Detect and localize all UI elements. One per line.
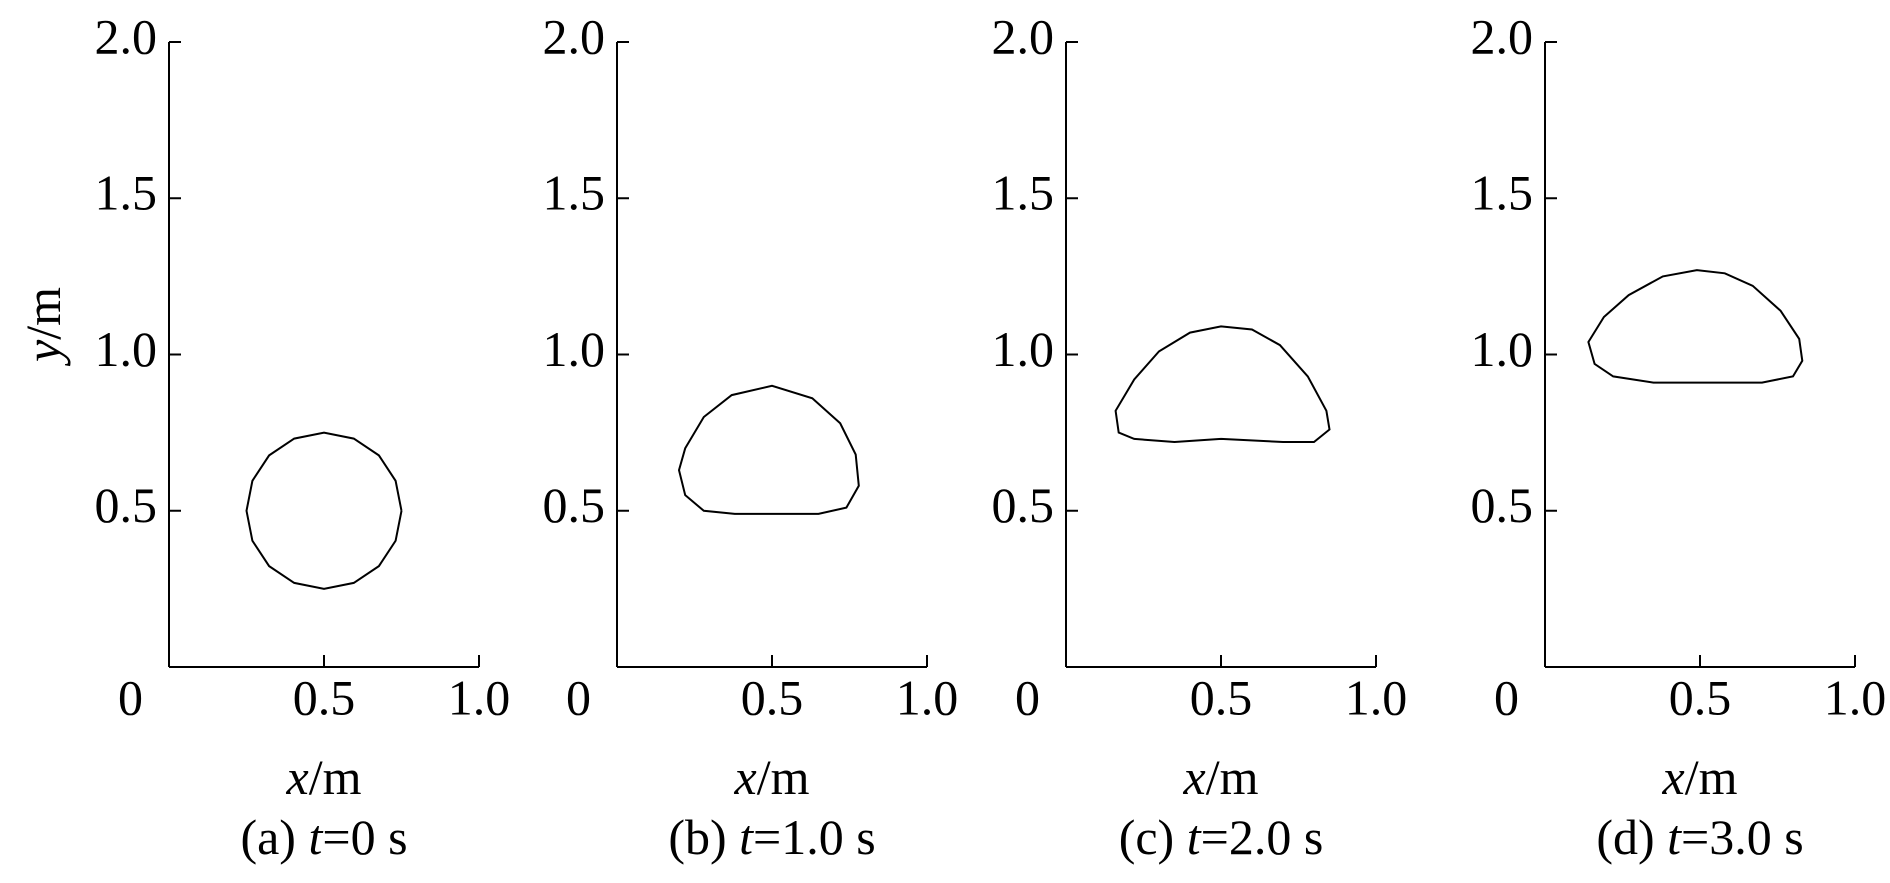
x-tick-label: 0 <box>118 669 143 725</box>
panel-caption: (c) t=2.0 s <box>1119 809 1324 865</box>
y-tick-label: 2.0 <box>95 8 158 64</box>
y-tick-label: 2.0 <box>992 8 1055 64</box>
y-tick-label: 1.0 <box>992 321 1055 377</box>
bubble-contour <box>245 431 403 590</box>
x-axis-label: x/m <box>734 749 810 805</box>
y-tick-label: 1.5 <box>992 165 1055 221</box>
panel-caption: (b) t=1.0 s <box>668 809 875 865</box>
panel-caption: (a) t=0 s <box>240 809 407 865</box>
y-tick-label: 1.0 <box>95 321 158 377</box>
y-tick-label: 0.5 <box>543 477 606 533</box>
y-tick-label: 1.0 <box>1471 321 1534 377</box>
x-tick-label: 0 <box>566 669 591 725</box>
y-axis-label: y/m <box>15 287 71 367</box>
y-tick-label: 0.5 <box>992 477 1055 533</box>
x-tick-label: 1.0 <box>1824 669 1887 725</box>
x-tick-label: 1.0 <box>448 669 511 725</box>
y-tick-label: 1.5 <box>1471 165 1534 221</box>
y-tick-label: 2.0 <box>543 8 606 64</box>
y-tick-label: 1.0 <box>543 321 606 377</box>
y-tick-label: 0.5 <box>95 477 158 533</box>
x-axis-label: x/m <box>1662 749 1738 805</box>
y-tick-label: 0.5 <box>1471 477 1534 533</box>
x-tick-label: 1.0 <box>896 669 959 725</box>
panel-caption: (d) t=3.0 s <box>1596 809 1803 865</box>
x-tick-label: 0.5 <box>1190 669 1253 725</box>
x-tick-label: 0.5 <box>1669 669 1732 725</box>
y-tick-label: 1.5 <box>543 165 606 221</box>
x-axis-label: x/m <box>1183 749 1259 805</box>
y-tick-label: 2.0 <box>1471 8 1534 64</box>
x-axis-label: x/m <box>286 749 362 805</box>
x-tick-label: 1.0 <box>1345 669 1408 725</box>
x-tick-label: 0 <box>1015 669 1040 725</box>
bubble-contour <box>1587 269 1804 384</box>
x-tick-label: 0.5 <box>741 669 804 725</box>
bubble-contour <box>1114 325 1331 444</box>
x-tick-label: 0.5 <box>293 669 356 725</box>
bubble-contour <box>677 384 860 515</box>
y-tick-label: 1.5 <box>95 165 158 221</box>
x-tick-label: 0 <box>1494 669 1519 725</box>
